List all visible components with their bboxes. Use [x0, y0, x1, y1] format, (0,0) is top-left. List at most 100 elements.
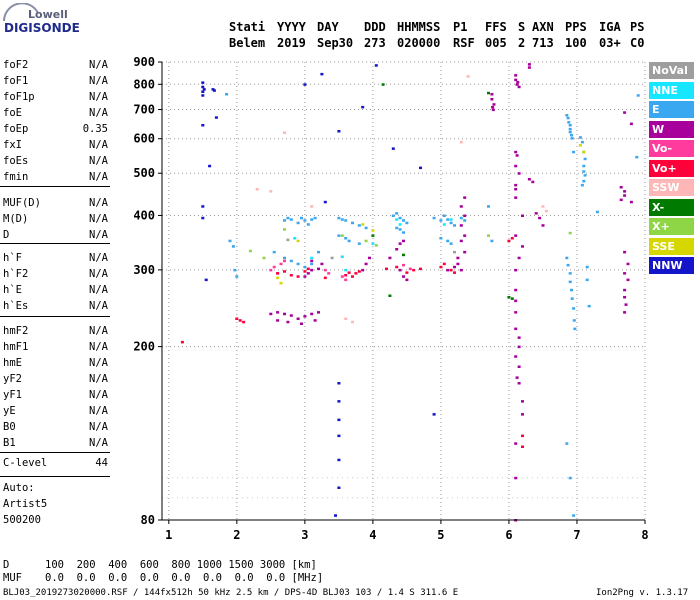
point-nnw [320, 72, 324, 76]
point-sse [582, 150, 586, 154]
param-value: N/A [89, 325, 108, 337]
point-w [624, 303, 628, 306]
y-tick-label: 400 [133, 208, 155, 222]
legend-item-ssw: SSW [649, 179, 694, 196]
y-tick-label: 800 [133, 77, 155, 91]
point-e [351, 221, 354, 225]
point-e [391, 214, 395, 217]
point-e [446, 239, 450, 243]
point-e [582, 179, 586, 183]
point-vo- [340, 275, 344, 278]
point-w [459, 224, 463, 227]
point-e [306, 223, 310, 226]
param-value: N/A [89, 59, 108, 71]
point-w [463, 234, 467, 237]
point-vo- [323, 276, 327, 280]
point-e [296, 221, 300, 225]
param-label: MUF(D) [3, 197, 41, 209]
point-vo- [405, 271, 409, 274]
point-e [402, 219, 405, 222]
point-w [517, 85, 521, 89]
header-label-ps: PS [630, 20, 645, 34]
point-nnw [303, 83, 307, 86]
point-e [313, 216, 317, 220]
point-e [568, 272, 572, 275]
legend-item-nne: NNE [649, 81, 694, 99]
point-w [459, 205, 463, 208]
point-w [453, 265, 456, 269]
point-w [514, 268, 518, 272]
param-value: N/A [89, 75, 108, 87]
param-value: N/A [89, 91, 108, 103]
param-label: yE [3, 405, 16, 417]
auto-code: 500200 [3, 514, 41, 526]
separator [0, 452, 110, 453]
point-w [395, 248, 399, 251]
separator [0, 316, 110, 317]
point-e [566, 116, 570, 120]
point-noval [286, 238, 290, 242]
param-label: M(D) [3, 213, 29, 225]
logo: Lowell DIGISONDE [0, 0, 110, 40]
point-x- [487, 234, 490, 237]
point-w [276, 311, 280, 314]
point-vo- [507, 239, 511, 243]
point-w [364, 262, 368, 266]
point-nnw [334, 514, 337, 517]
point-ssw [344, 317, 348, 320]
param-value: N/A [89, 405, 108, 417]
point-w [398, 268, 402, 272]
point-x- [262, 256, 266, 260]
point-e [583, 157, 587, 161]
point-vo- [279, 262, 283, 266]
point-w [517, 365, 521, 368]
point-e [283, 256, 286, 260]
point-w [269, 312, 273, 316]
param-value: N/A [89, 300, 108, 312]
point-e [233, 268, 237, 272]
footer-muf-label: MUF [3, 572, 22, 584]
point-e [565, 256, 569, 260]
param-label: h`F [3, 252, 22, 264]
point-e [300, 216, 303, 220]
point-nnw [419, 166, 422, 170]
param-label: hmF2 [3, 325, 29, 337]
point-w [306, 272, 310, 275]
point-x- [381, 83, 385, 86]
point-ssw [466, 75, 470, 78]
point-x- [364, 239, 368, 243]
point-w [310, 259, 314, 263]
point-e [303, 219, 307, 222]
footer-d-values: 100 200 400 600 800 1000 1500 3000 [km] [45, 559, 317, 571]
axes: 1 2 3 4 5 6 7 8 80 200 300 400 500 600 700 800 900 [133, 55, 648, 542]
point-w [490, 93, 494, 96]
point-w [515, 376, 519, 379]
param-label: yF1 [3, 389, 22, 401]
point-e [347, 239, 351, 243]
point-w [538, 216, 542, 220]
point-e [303, 265, 307, 269]
point-e [446, 218, 450, 221]
point-e [568, 127, 572, 131]
param-value: N/A [89, 437, 108, 449]
point-sse [361, 223, 365, 226]
point-w [313, 319, 317, 322]
point-e [567, 121, 571, 124]
point-vo- [357, 270, 361, 273]
point-sse [279, 281, 283, 285]
x-tick-label: 2 [233, 528, 240, 542]
point-w [517, 382, 521, 385]
param-value: N/A [89, 107, 108, 119]
point-e [357, 242, 361, 245]
logo-arc-icon [3, 3, 39, 22]
point-nnw [204, 278, 208, 282]
point-w [623, 194, 627, 197]
point-nnw [374, 64, 378, 67]
y-tick-label: 500 [133, 166, 155, 180]
point-w [514, 150, 518, 154]
point-vo- [351, 275, 354, 278]
param-value: N/A [89, 171, 108, 183]
point-e [582, 170, 586, 173]
param-value: N/A [89, 197, 108, 209]
param-label: h`E [3, 284, 22, 296]
